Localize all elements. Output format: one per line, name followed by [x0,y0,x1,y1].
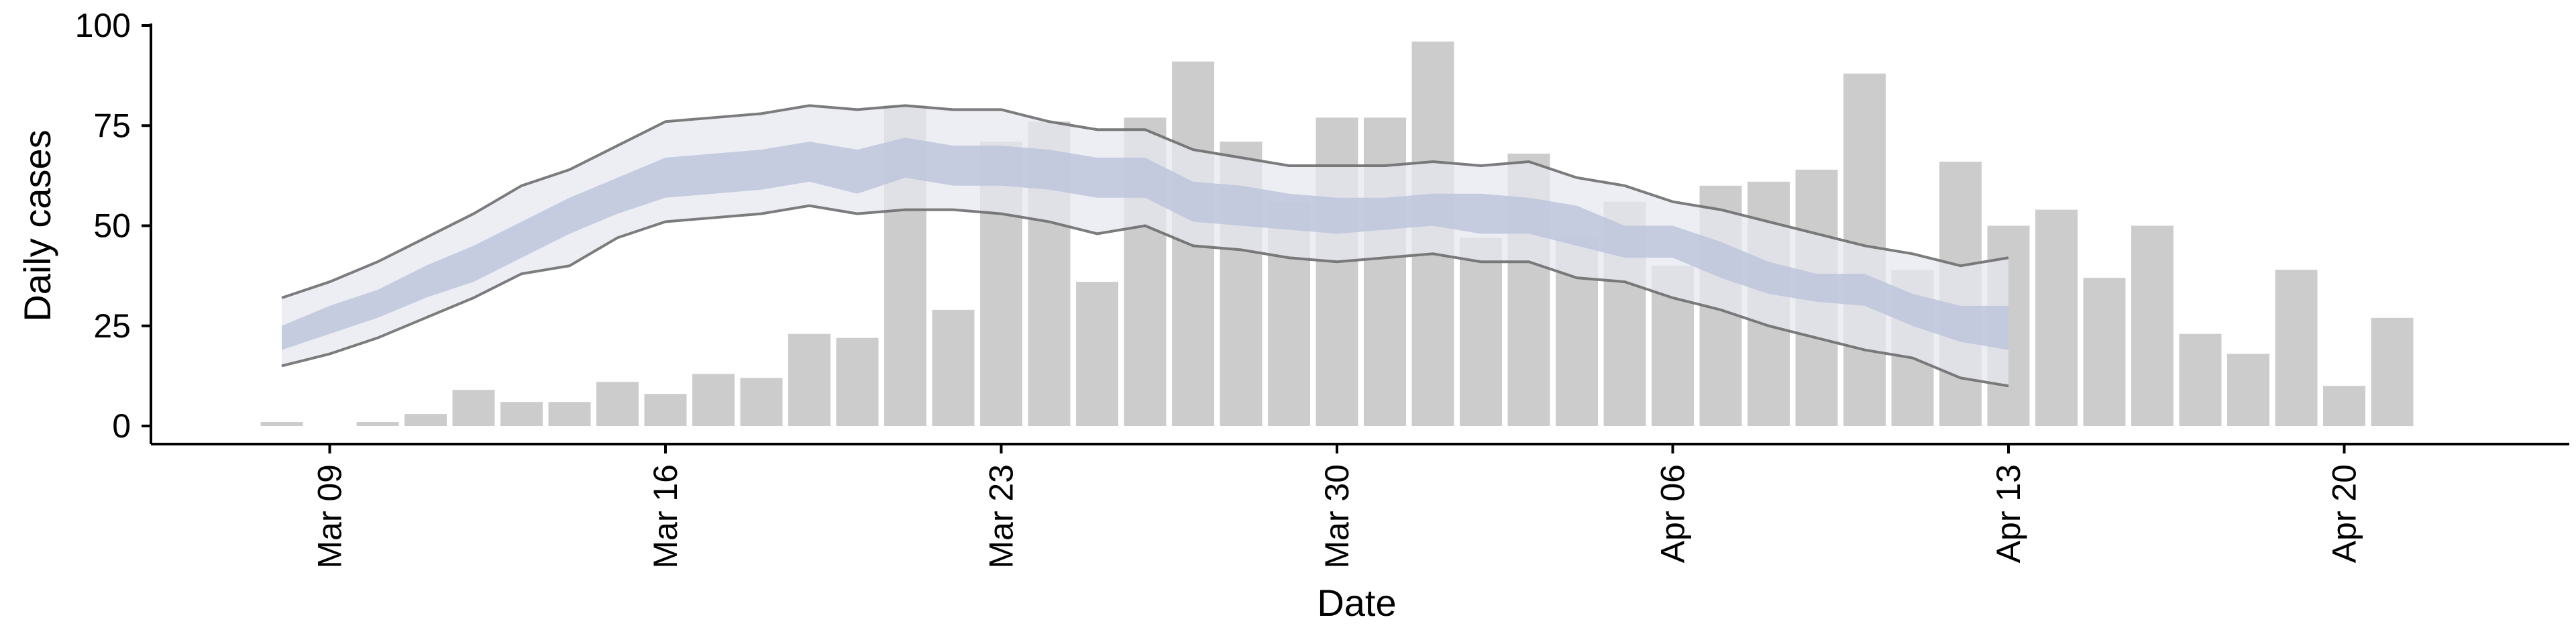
upper-bound-line [281,104,2009,299]
x-tick-label: Apr 06 [1654,464,1692,563]
bar [596,382,639,426]
y-tick-label: 25 [93,307,131,345]
bar [2179,333,2222,426]
bar [405,414,447,426]
bar [2275,270,2318,426]
bar [1460,237,1502,426]
bar [1076,282,1118,426]
bar [2131,225,2174,426]
y-tick-label: 75 [93,107,131,144]
bar [452,390,495,426]
x-tick-label: Mar 09 [311,464,349,569]
band-layer [281,104,2009,388]
y-tick-label: 0 [112,407,131,445]
bar [2083,278,2126,426]
x-ticks: Mar 09 Mar 16 Mar 23 Mar 30 Apr 06 Apr 13 Apr … [311,444,2363,569]
bar [500,402,543,426]
axes-layer [150,23,2569,445]
x-tick-label: Mar 16 [647,464,684,569]
x-tick-label: Apr 20 [2326,464,2363,563]
bar [2035,209,2078,426]
bar [788,333,830,426]
lower-bound-line [281,204,2009,388]
bar [1316,117,1358,426]
x-tick-label: Apr 13 [1990,464,2027,563]
bar [260,422,303,426]
bar [836,337,879,426]
bar [548,402,591,426]
bar [2371,317,2414,426]
y-ticks: 0 25 50 75 100 [75,7,151,445]
y-axis-title: Daily cases [16,129,58,321]
bar [356,422,399,426]
bar [740,378,783,426]
y-tick-label: 50 [93,207,131,245]
bar [644,394,687,426]
x-axis-title: Date [1317,582,1396,624]
x-tick-label: Mar 30 [1318,464,1356,569]
inner-interval-band [282,138,2008,350]
x-tick-label: Mar 23 [983,464,1020,569]
bar [932,309,975,426]
y-tick-label: 100 [75,7,131,44]
bar [2323,386,2365,426]
bar [2227,354,2269,426]
bar [692,374,735,426]
